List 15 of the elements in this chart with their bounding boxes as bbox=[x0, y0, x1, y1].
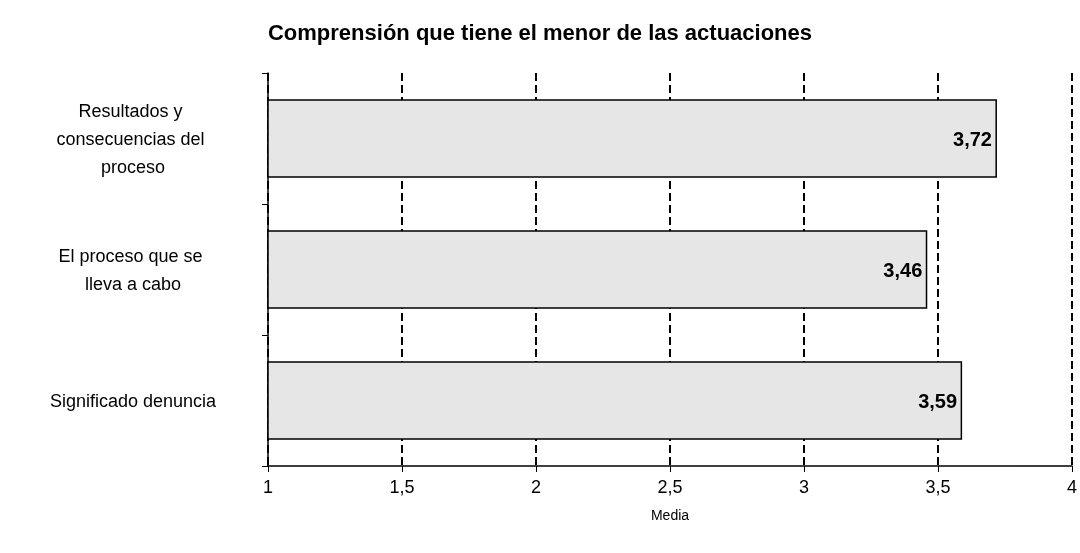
y-tick-label: Resultados y consecuencias del proceso bbox=[56, 100, 210, 177]
x-axis-title: Media bbox=[650, 507, 690, 523]
chart-title: Comprensión que tiene el menor de las actuaciones bbox=[267, 19, 813, 45]
data-label: 3,72 bbox=[953, 127, 992, 150]
data-label: 3,46 bbox=[883, 258, 923, 281]
x-tick-label: 1 bbox=[262, 477, 274, 497]
y-tick-label: Significado denuncia bbox=[49, 390, 218, 411]
x-tick-label: 3,5 bbox=[925, 477, 951, 497]
x-tick-label: 2 bbox=[530, 477, 542, 497]
x-tick-label: 1,5 bbox=[389, 477, 415, 497]
y-tick-label: El proceso que se lleva a cabo bbox=[58, 245, 208, 294]
data-label: 3,59 bbox=[918, 389, 958, 412]
x-tick-label: 2,5 bbox=[657, 477, 683, 497]
x-tick-label: 3 bbox=[798, 477, 809, 497]
x-tick-label: 4 bbox=[1066, 477, 1077, 497]
